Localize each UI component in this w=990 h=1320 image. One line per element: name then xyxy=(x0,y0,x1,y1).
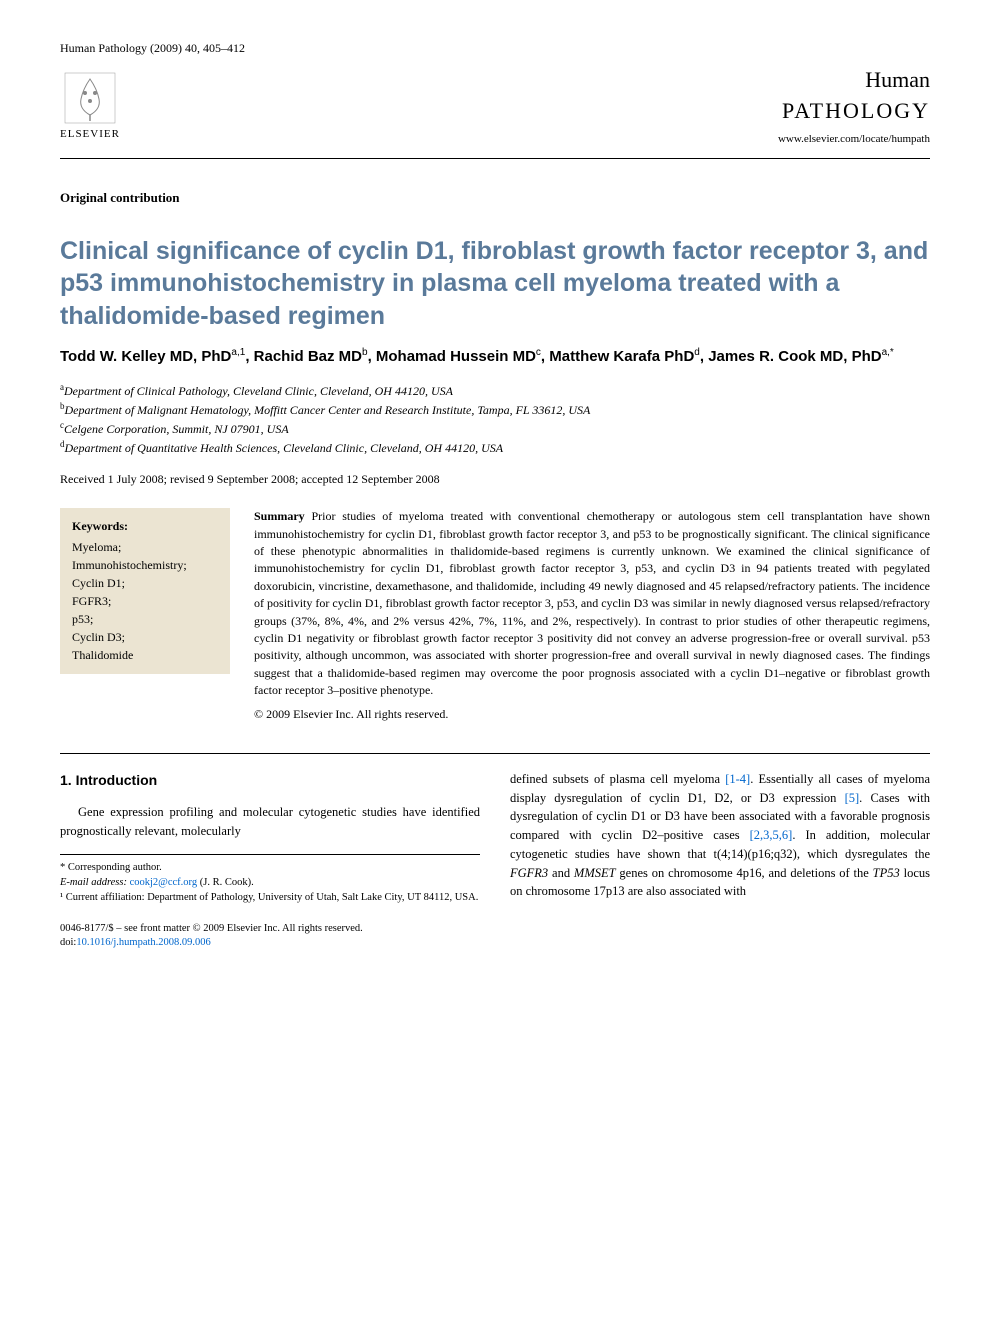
footnotes: * Corresponding author. E-mail address: … xyxy=(60,854,480,905)
doi-link[interactable]: 10.1016/j.humpath.2008.09.006 xyxy=(76,937,210,948)
body-column-left: 1. Introduction Gene expression profilin… xyxy=(60,770,480,951)
keywords-list: Myeloma;Immunohistochemistry;Cyclin D1;F… xyxy=(72,538,218,664)
article-dates: Received 1 July 2008; revised 9 Septembe… xyxy=(60,471,930,488)
bottom-meta: 0046-8177/$ – see front matter © 2009 El… xyxy=(60,922,480,951)
intro-paragraph-2: defined subsets of plasma cell myeloma [… xyxy=(510,770,930,901)
intro-paragraph-1: Gene expression profiling and molecular … xyxy=(60,803,480,841)
footnote-affiliation: ¹ Current affiliation: Department of Pat… xyxy=(60,891,480,906)
affiliations: aDepartment of Clinical Pathology, Cleve… xyxy=(60,381,930,457)
citation-link-2[interactable]: [5] xyxy=(845,791,860,805)
keywords-box: Keywords: Myeloma;Immunohistochemistry;C… xyxy=(60,508,230,674)
body-column-right: defined subsets of plasma cell myeloma [… xyxy=(510,770,930,951)
email-suffix: (J. R. Cook). xyxy=(197,877,254,888)
affiliation-d: Department of Quantitative Health Scienc… xyxy=(65,441,504,455)
article-title: Clinical significance of cyclin D1, fibr… xyxy=(60,235,930,333)
author-list: Todd W. Kelley MD, PhDa,1, Rachid Baz MD… xyxy=(60,346,930,367)
journal-reference: Human Pathology (2009) 40, 405–412 xyxy=(60,40,245,57)
summary-text: Prior studies of myeloma treated with co… xyxy=(254,509,930,697)
affiliation-c: Celgene Corporation, Summit, NJ 07901, U… xyxy=(64,422,289,436)
citation-link-3[interactable]: [2,3,5,6] xyxy=(750,828,793,842)
journal-name-line2: PATHOLOGY xyxy=(782,96,930,127)
elsevier-tree-icon xyxy=(63,71,117,125)
affiliation-a: Department of Clinical Pathology, Clevel… xyxy=(64,384,453,398)
gene-tp53: TP53 xyxy=(873,866,900,880)
journal-url[interactable]: www.elsevier.com/locate/humpath xyxy=(778,132,930,147)
elsevier-logo: ELSEVIER xyxy=(60,71,120,142)
gene-mmset: MMSET xyxy=(574,866,616,880)
corresponding-author-note: * Corresponding author. xyxy=(60,861,480,876)
article-type: Original contribution xyxy=(60,189,930,207)
email-label: E-mail address: xyxy=(60,877,127,888)
gene-fgfr3: FGFR3 xyxy=(510,866,548,880)
journal-brand: Human PATHOLOGY www.elsevier.com/locate/… xyxy=(778,65,930,148)
citation-link-1[interactable]: [1-4] xyxy=(725,772,750,786)
keywords-label: Keywords: xyxy=(72,518,218,535)
header-logo-row: ELSEVIER Human PATHOLOGY www.elsevier.co… xyxy=(60,65,930,159)
affiliation-b: Department of Malignant Hematology, Moff… xyxy=(65,403,591,417)
copyright: © 2009 Elsevier Inc. All rights reserved… xyxy=(254,706,930,723)
corresponding-email[interactable]: cookj2@ccf.org xyxy=(130,877,198,888)
summary-label: Summary xyxy=(254,509,305,523)
journal-name-line1: Human xyxy=(865,65,930,96)
doi-label: doi: xyxy=(60,937,76,948)
abstract-summary: Summary Prior studies of myeloma treated… xyxy=(254,508,930,723)
issn-line: 0046-8177/$ – see front matter © 2009 El… xyxy=(60,922,480,937)
section-1-heading: 1. Introduction xyxy=(60,770,480,791)
elsevier-label: ELSEVIER xyxy=(60,127,120,142)
section-divider xyxy=(60,753,930,754)
